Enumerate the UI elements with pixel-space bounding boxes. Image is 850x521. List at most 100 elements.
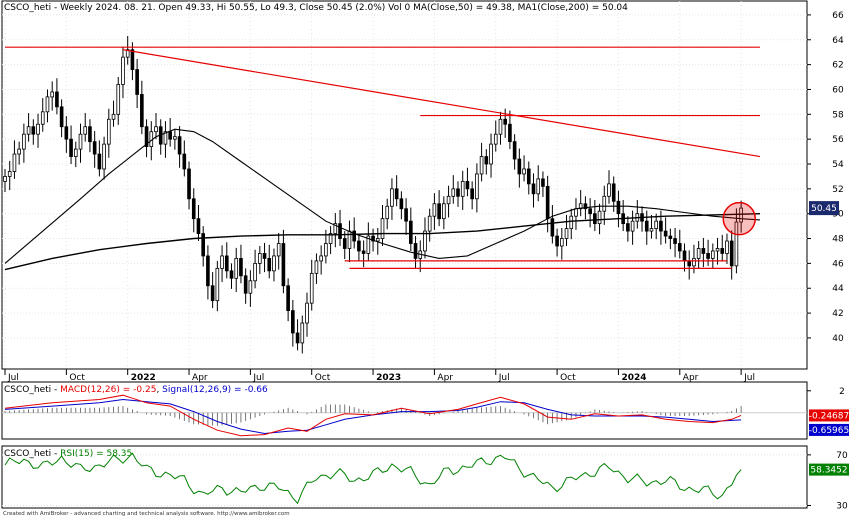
candle <box>206 255 210 287</box>
candle <box>253 262 257 282</box>
rsi-line <box>4 452 742 505</box>
candle <box>31 126 36 135</box>
macd-title-prefix: CSCO_heti - <box>4 385 60 395</box>
x-tick-label: Apr <box>437 373 453 383</box>
candle <box>597 210 602 225</box>
candle <box>692 258 696 267</box>
candle <box>408 220 413 244</box>
candle <box>248 280 253 294</box>
y-tick-label: 46 <box>832 259 844 269</box>
candle <box>493 133 498 145</box>
candle <box>536 178 541 195</box>
y-tick-label: 52 <box>832 185 843 195</box>
candle <box>611 183 616 202</box>
candle <box>130 49 135 70</box>
highlight-circle <box>722 201 756 236</box>
candle <box>140 94 144 128</box>
macd-title-sep: , <box>156 385 162 395</box>
candle <box>26 126 31 135</box>
candle <box>475 173 479 200</box>
rsi-title: CSCO_heti - RSI(15) = 58.35 <box>4 449 132 459</box>
y-tick-label: 62 <box>832 61 843 71</box>
candle <box>710 250 715 259</box>
candle <box>479 156 484 175</box>
candle <box>375 238 380 242</box>
macd-panel-frame <box>1 381 808 440</box>
candle <box>607 183 611 197</box>
candle <box>239 258 243 277</box>
candle <box>423 230 427 252</box>
candle <box>97 153 102 170</box>
candle <box>69 138 73 157</box>
candle <box>517 158 522 175</box>
candle <box>262 253 267 259</box>
candle <box>555 235 559 247</box>
candle <box>220 255 224 269</box>
candle <box>328 233 333 244</box>
price-panel-frame <box>1 0 808 370</box>
last-close-badge <box>809 201 839 216</box>
candle <box>616 200 621 215</box>
candle <box>446 195 451 205</box>
candle <box>295 332 300 344</box>
candle <box>267 258 272 272</box>
candle <box>404 208 408 222</box>
candle <box>654 220 659 230</box>
candle <box>687 260 692 267</box>
candle <box>45 96 50 113</box>
candle <box>17 148 21 155</box>
title-part-sep: , <box>512 3 518 13</box>
candle <box>7 171 12 177</box>
rsi-title-rsi: RSI(15) = 58.35 <box>60 449 132 459</box>
candle <box>437 203 441 220</box>
rsi-value-label: 58.3452 <box>810 466 847 476</box>
candle <box>498 118 503 135</box>
candle <box>470 188 474 200</box>
candle <box>380 218 385 239</box>
candle <box>569 215 574 230</box>
candle <box>649 228 654 232</box>
candle <box>663 230 668 237</box>
candle <box>210 285 215 302</box>
y-tick-label: 42 <box>832 309 843 319</box>
candle <box>300 322 305 344</box>
candle <box>720 248 725 254</box>
macd-line <box>4 394 742 437</box>
footer-credit: Created with AmiBroker - advanced charti… <box>3 511 290 517</box>
candle <box>465 180 470 190</box>
candle <box>361 250 366 254</box>
candle <box>276 243 281 257</box>
candle <box>324 243 328 257</box>
candle <box>55 91 59 108</box>
candle <box>696 248 701 259</box>
candle <box>215 267 220 302</box>
y-tick-label: 44 <box>832 284 844 294</box>
last-close-label: 50.45 <box>811 204 837 214</box>
candle <box>583 203 588 210</box>
candle <box>78 133 83 150</box>
candle <box>116 84 121 115</box>
candle <box>187 168 191 200</box>
candle <box>729 240 734 267</box>
candle <box>102 143 106 170</box>
candle <box>531 183 536 195</box>
signal-value-badge <box>809 423 849 436</box>
y-tick-label: 40 <box>832 334 844 344</box>
macd-value-label: -0.24687 <box>809 411 849 421</box>
candle <box>550 218 555 237</box>
candle <box>281 243 286 287</box>
signal-value-label: -0.65965 <box>809 426 849 436</box>
candle <box>545 185 550 220</box>
candle <box>677 243 682 252</box>
x-tick-label: 2024 <box>621 373 646 383</box>
candle <box>399 198 404 210</box>
candle <box>682 250 687 262</box>
candle <box>456 188 460 197</box>
candle <box>309 272 314 304</box>
candle <box>338 223 342 239</box>
candle <box>715 248 720 252</box>
price-chart-title: CSCO_heti - Weekly 2024. 08. 21. Open 49… <box>4 3 628 13</box>
candle <box>177 136 182 155</box>
candle <box>272 255 276 272</box>
